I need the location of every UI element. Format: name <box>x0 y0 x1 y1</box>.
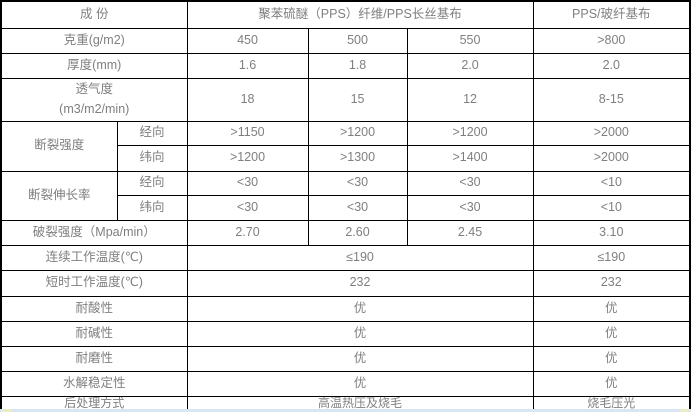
page-background-sliver <box>0 409 691 412</box>
warp-direction-cell: 经向 <box>116 120 188 146</box>
row-weight: 克重(g/m2) 450 500 550 >800 <box>0 27 691 54</box>
air-permeability-glass-cell: 8-15 <box>532 77 691 122</box>
elongation-value-cell: <30 <box>186 194 309 221</box>
short-temp-label-cell: 短时工作温度(℃) <box>0 269 188 297</box>
burst-strength-value-cell: 2.60 <box>307 219 408 246</box>
air-permeability-label-line1: 透气度 <box>75 81 114 96</box>
abrasion-resistance-glass-cell: 优 <box>532 345 691 372</box>
row-elongation-warp: 断裂伸长率 经向 <30 <30 <30 <10 <box>0 170 691 221</box>
row-acid-resistance: 耐酸性 优 优 <box>0 295 691 322</box>
hydrolysis-stability-glass-cell: 优 <box>532 370 691 397</box>
weight-label-cell: 克重(g/m2) <box>0 27 188 54</box>
row-elongation-weft: 纬向 <30 <30 <30 <10 <box>1 194 691 221</box>
alkali-resistance-label-cell: 耐碱性 <box>0 320 188 347</box>
acid-resistance-pps-cell: 优 <box>186 295 534 322</box>
row-composition: 成 份 聚苯硫醚（PPS）纤维/PPS长丝基布 PPS/玻纤基布 <box>0 0 691 29</box>
weight-glass-cell: >800 <box>532 27 691 54</box>
weight-value-cell: 550 <box>406 27 534 54</box>
weft-direction-cell: 纬向 <box>116 144 188 172</box>
selection-handle-right <box>680 409 689 412</box>
pps-group-header-cell: 聚苯硫醚（PPS）纤维/PPS长丝基布 <box>186 0 534 29</box>
elongation-value-cell: <30 <box>307 194 408 221</box>
row-breaking-strength-warp: 断裂强度 经向 >1150 >1200 >1200 >2000 <box>0 120 691 172</box>
continuous-temp-pps-cell: ≤190 <box>186 244 534 271</box>
elongation-value-cell: <30 <box>406 194 534 221</box>
continuous-temp-glass-cell: ≤190 <box>532 244 691 271</box>
air-permeability-value-cell: 12 <box>406 77 534 122</box>
breaking-strength-value-cell: >1200 <box>186 144 309 172</box>
thickness-label-cell: 厚度(mm) <box>0 52 188 79</box>
breaking-strength-value-cell: >1200 <box>307 120 408 146</box>
short-temp-glass-cell: 232 <box>532 269 691 297</box>
burst-strength-label-cell: 破裂强度（Mpa/min） <box>0 219 188 246</box>
continuous-temp-label-cell: 连续工作温度(℃) <box>0 244 188 271</box>
row-hydrolysis-stability: 水解稳定性 优 优 <box>0 370 691 397</box>
thickness-value-cell: 1.6 <box>186 52 309 79</box>
burst-strength-glass-cell: 3.10 <box>532 219 691 246</box>
breaking-strength-value-cell: >1150 <box>186 120 309 146</box>
acid-resistance-glass-cell: 优 <box>532 295 691 322</box>
composition-label-cell: 成 份 <box>0 0 188 29</box>
elongation-value-cell: <30 <box>307 170 408 196</box>
breaking-strength-glass-cell: >2000 <box>532 144 691 172</box>
weft-direction-cell: 纬向 <box>116 194 188 221</box>
thickness-value-cell: 2.0 <box>406 52 534 79</box>
air-permeability-label-line2: (m3/m2/min) <box>59 101 130 116</box>
row-alkali-resistance: 耐碱性 优 优 <box>0 320 691 347</box>
row-continuous-temp: 连续工作温度(℃) ≤190 ≤190 <box>0 244 691 271</box>
warp-direction-cell: 经向 <box>116 170 188 196</box>
row-burst-strength: 破裂强度（Mpa/min） 2.70 2.60 2.45 3.10 <box>0 219 691 246</box>
burst-strength-value-cell: 2.70 <box>186 219 309 246</box>
short-temp-pps-cell: 232 <box>186 269 534 297</box>
elongation-value-cell: <30 <box>186 170 309 196</box>
row-abrasion-resistance: 耐磨性 优 优 <box>0 345 691 372</box>
thickness-value-cell: 1.8 <box>307 52 408 79</box>
glass-group-header-cell: PPS/玻纤基布 <box>532 0 691 29</box>
row-breaking-strength-weft: 纬向 >1200 >1300 >1400 >2000 <box>1 144 691 172</box>
elongation-glass-cell: <10 <box>532 194 691 221</box>
weight-value-cell: 450 <box>186 27 309 54</box>
air-permeability-label-cell: 透气度 (m3/m2/min) <box>0 77 188 122</box>
row-thickness: 厚度(mm) 1.6 1.8 2.0 2.0 <box>0 52 691 79</box>
hydrolysis-stability-label-cell: 水解稳定性 <box>0 370 188 397</box>
abrasion-resistance-label-cell: 耐磨性 <box>0 345 188 372</box>
weight-value-cell: 500 <box>307 27 408 54</box>
burst-strength-value-cell: 2.45 <box>406 219 534 246</box>
breaking-strength-glass-cell: >2000 <box>532 120 691 146</box>
alkali-resistance-pps-cell: 优 <box>186 320 534 347</box>
elongation-glass-cell: <10 <box>532 170 691 196</box>
breaking-strength-value-cell: >1400 <box>406 144 534 172</box>
elongation-value-cell: <30 <box>406 170 534 196</box>
acid-resistance-label-cell: 耐酸性 <box>0 295 188 322</box>
row-air-permeability: 透气度 (m3/m2/min) 18 15 12 8-15 <box>0 77 691 122</box>
air-permeability-value-cell: 18 <box>186 77 309 122</box>
elongation-label-cell: 断裂伸长率 <box>0 170 118 221</box>
selection-handle-left <box>2 409 11 412</box>
row-short-temp: 短时工作温度(℃) 232 232 <box>0 269 691 297</box>
breaking-strength-value-cell: >1300 <box>307 144 408 172</box>
air-permeability-value-cell: 15 <box>307 77 408 122</box>
breaking-strength-value-cell: >1200 <box>406 120 534 146</box>
thickness-glass-cell: 2.0 <box>532 52 691 79</box>
abrasion-resistance-pps-cell: 优 <box>186 345 534 372</box>
alkali-resistance-glass-cell: 优 <box>532 320 691 347</box>
breaking-strength-label-cell: 断裂强度 <box>0 120 118 172</box>
hydrolysis-stability-pps-cell: 优 <box>186 370 534 397</box>
